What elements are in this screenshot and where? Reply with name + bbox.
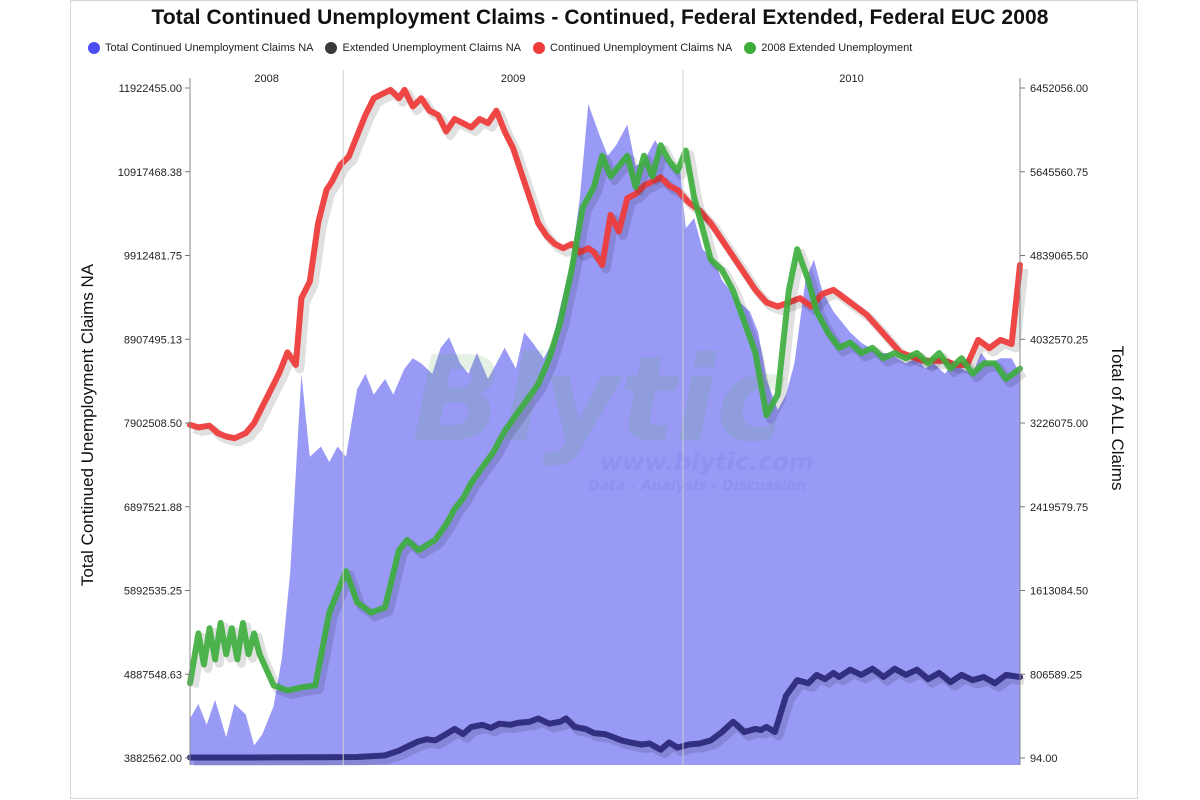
y-axis-title-right: Total of ALL Claims [1108,346,1127,491]
legend-swatch-extended [325,42,338,54]
legend-item-total[interactable]: Total Continued Unemployment Claims NA [88,42,313,54]
y-tick-label-left: 6897521.88 [124,502,182,514]
y-tick-label-left: 7902508.50 [124,418,182,430]
legend-item-continued[interactable]: Continued Unemployment Claims NA [533,42,732,54]
legend-swatch-euc2008 [744,42,757,54]
watermark-tagline: Data - Analysis - Discussion [588,478,806,494]
legend-item-euc2008[interactable]: 2008 Extended Unemployment [744,42,912,54]
series-line-2[interactable] [187,86,1023,442]
y-tick-label-right: 6452056.00 [1030,83,1088,95]
series-shadow-1 [194,668,1025,766]
y-tick-label-left: 11922455.00 [119,83,182,95]
series-line-1[interactable] [187,665,1023,761]
legend-item-extended[interactable]: Extended Unemployment Claims NA [325,42,521,54]
y-tick-label-right: 3226075.00 [1030,418,1088,430]
y-tick-label-right: 1613084.50 [1030,586,1088,598]
legend-swatch-continued [533,42,546,54]
watermark-brand: Blytic [412,330,786,468]
y-tick-label-right: 2419579.75 [1030,502,1088,514]
chart-title: Total Continued Unemployment Claims - Co… [151,6,1049,29]
y-tick-label-left: 10917468.38 [118,167,182,179]
y-tick-label-left: 4887548.63 [124,669,182,681]
year-label: 2009 [501,73,525,85]
legend-label-extended: Extended Unemployment Claims NA [342,42,522,54]
series-line-3[interactable] [187,142,1023,694]
y-tick-label-left: 9912481.75 [124,251,182,263]
watermark: Blytic www.blytic.com Data - Analysis - … [412,330,814,494]
y-tick-label-left: 5892535.25 [124,586,182,598]
watermark-url: www.blytic.com [600,448,814,476]
y-tick-label-right: 4839065.50 [1030,251,1088,263]
legend-swatch-total [88,42,100,54]
y-tick-label-left: 8907495.13 [124,334,182,346]
y-tick-label-right: 806589.25 [1030,669,1082,681]
series-area-0 [190,103,1020,766]
year-label: 2010 [839,73,863,85]
line-layer [187,86,1029,766]
legend-label-euc2008: 2008 Extended Unemployment [761,42,913,54]
legend-label-total: Total Continued Unemployment Claims NA [105,42,314,54]
y-tick-label-right: 94.00 [1030,753,1058,765]
legend-label-continued: Continued Unemployment Claims NA [550,42,733,54]
axes-layer: 2008 2009 2010 3882562.00 4887548.63 5892535.… [118,70,1088,765]
year-label: 2008 [254,73,278,85]
y-tick-label-right: 4032570.25 [1030,334,1088,346]
y-tick-label-right: 5645560.75 [1030,167,1088,179]
y-axis-title-left: Total Continued Unemployment Claims NA [78,263,97,586]
series-shadow-3 [189,144,1027,699]
chart-legend: Total Continued Unemployment Claims NA E… [88,40,924,56]
y-tick-label-left: 3882562.00 [124,753,182,765]
